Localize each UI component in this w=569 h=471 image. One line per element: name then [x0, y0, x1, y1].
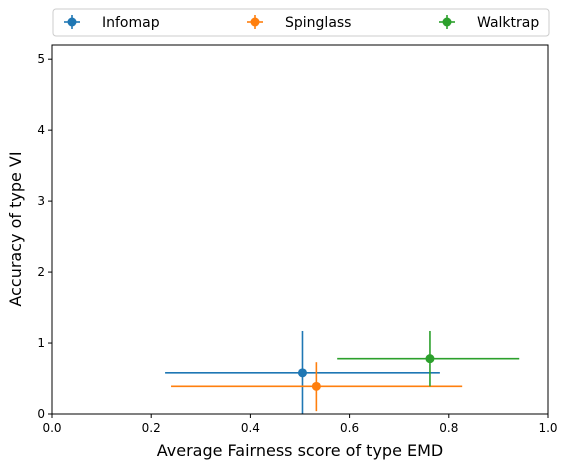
- y-axis: 0 1 2 3 4 5: [37, 52, 52, 421]
- x-axis-label: Average Fairness score of type EMD: [157, 441, 443, 460]
- x-tick-label: 0.8: [439, 421, 458, 435]
- legend-item-spinglass: Spinglass: [247, 15, 351, 31]
- y-axis-label: Accuracy of type VI: [6, 151, 25, 306]
- data-point: [425, 354, 435, 364]
- y-tick-label: 5: [37, 52, 45, 66]
- legend-marker: [67, 17, 77, 27]
- x-tick-label: 0.6: [340, 421, 359, 435]
- data-point: [311, 381, 321, 391]
- x-axis: 0.0 0.2 0.4 0.6 0.8 1.0: [42, 414, 558, 435]
- x-tick-label: 0.0: [42, 421, 61, 435]
- legend-label: Spinglass: [285, 15, 351, 31]
- legend-marker: [250, 17, 260, 27]
- legend-item-walktrap: Walktrap: [439, 15, 539, 31]
- plot-marks: [165, 330, 520, 414]
- legend-box: [52, 8, 550, 37]
- data-point: [297, 368, 307, 378]
- legend: Infomap Spinglass Walktrap: [52, 8, 550, 37]
- y-tick-label: 4: [37, 123, 45, 137]
- x-tick-label: 0.2: [142, 421, 161, 435]
- x-tick-label: 0.4: [241, 421, 260, 435]
- x-tick-label: 1.0: [538, 421, 557, 435]
- y-tick-label: 1: [37, 336, 45, 350]
- y-tick-label: 3: [37, 194, 45, 208]
- legend-item-infomap: Infomap: [64, 15, 160, 31]
- y-tick-label: 0: [37, 407, 45, 421]
- plot-frame: [51, 44, 549, 415]
- legend-label: Infomap: [102, 15, 160, 31]
- series-walktrap: [337, 330, 520, 387]
- series-infomap: [165, 330, 440, 414]
- legend-marker: [442, 17, 452, 27]
- series-spinglass: [171, 362, 463, 412]
- y-tick-label: 2: [37, 265, 45, 279]
- legend-label: Walktrap: [477, 15, 539, 31]
